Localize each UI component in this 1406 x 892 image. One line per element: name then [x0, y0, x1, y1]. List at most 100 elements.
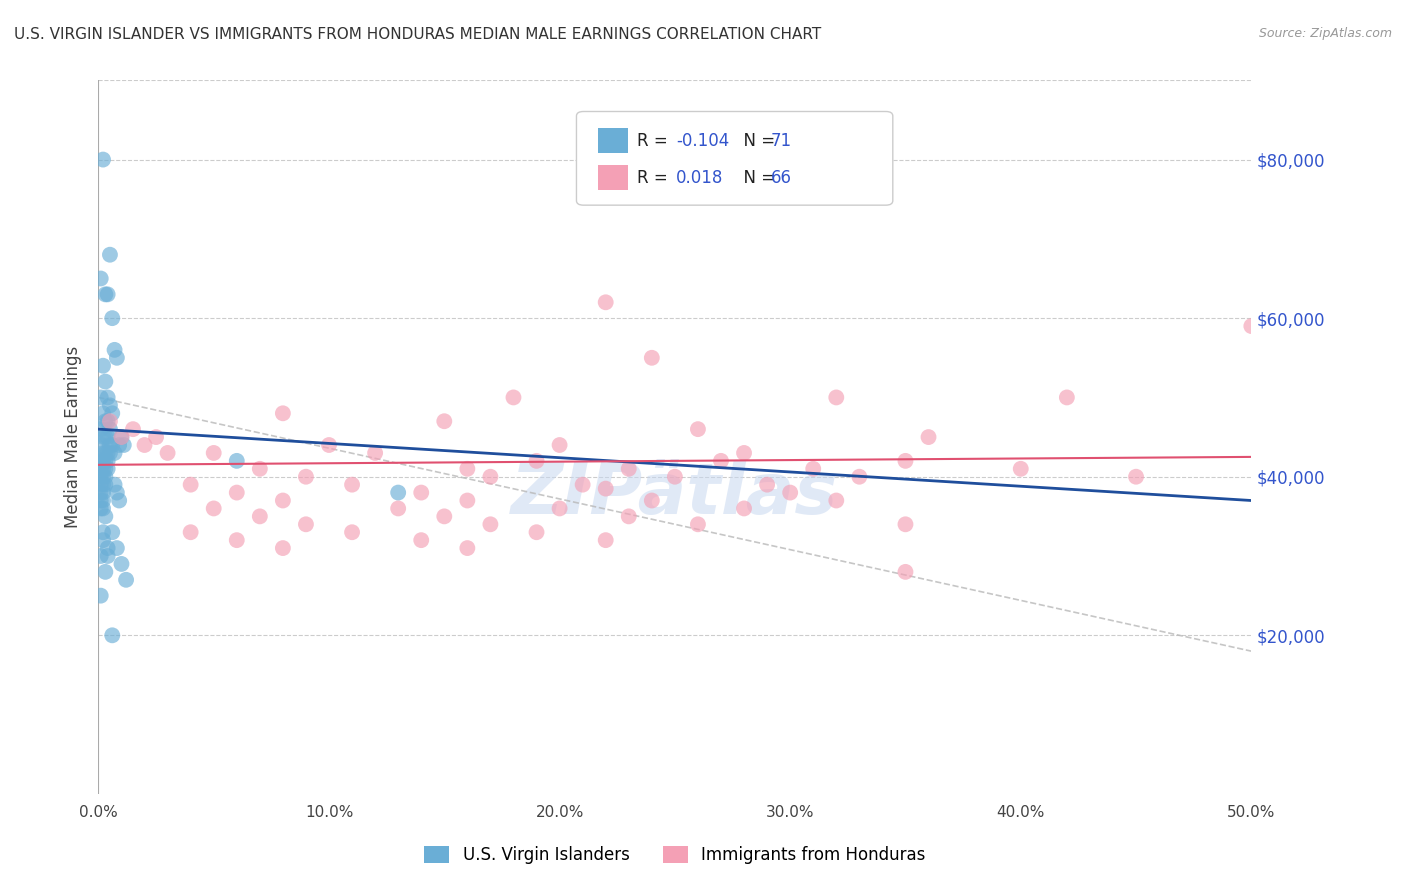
Y-axis label: Median Male Earnings: Median Male Earnings [65, 346, 83, 528]
Point [103, 343, 125, 357]
Text: 0.018: 0.018 [676, 169, 724, 186]
Point [456, 541, 478, 555]
Point [1056, 391, 1078, 405]
Point [295, 517, 318, 532]
Point [156, 446, 179, 460]
Point [90, 477, 112, 491]
Point [90, 438, 112, 452]
Point [97, 391, 120, 405]
Point [479, 517, 502, 532]
Point [110, 430, 132, 444]
Point [101, 628, 124, 642]
Point [686, 422, 709, 436]
Point [145, 430, 167, 444]
Point [97, 430, 120, 444]
Point [91, 493, 114, 508]
Point [94, 446, 117, 460]
Point [848, 469, 870, 483]
Point [502, 391, 524, 405]
Point [97, 462, 120, 476]
Point [456, 462, 478, 476]
Point [249, 462, 271, 476]
Point [411, 533, 433, 548]
Point [1125, 469, 1147, 483]
Point [91, 406, 114, 420]
Point [91, 359, 114, 373]
Point [91, 501, 114, 516]
Point [110, 430, 132, 444]
Text: R =: R = [637, 132, 673, 150]
Point [225, 454, 247, 468]
Point [202, 446, 225, 460]
Point [98, 422, 121, 436]
Point [91, 153, 114, 167]
Point [387, 485, 409, 500]
Point [97, 549, 120, 563]
Point [91, 469, 114, 483]
Point [271, 493, 294, 508]
Point [180, 477, 202, 491]
Point [433, 509, 456, 524]
Point [202, 501, 225, 516]
Point [664, 469, 686, 483]
Point [94, 565, 117, 579]
Point [825, 391, 848, 405]
Point [97, 454, 120, 468]
Point [98, 446, 121, 460]
Point [103, 477, 125, 491]
Point [90, 493, 112, 508]
Point [411, 485, 433, 500]
Point [90, 469, 112, 483]
Point [97, 414, 120, 428]
Point [456, 493, 478, 508]
Point [101, 438, 124, 452]
Point [94, 375, 117, 389]
Point [98, 414, 121, 428]
Point [91, 430, 114, 444]
Point [894, 454, 917, 468]
Point [526, 454, 548, 468]
Point [271, 541, 294, 555]
Text: U.S. VIRGIN ISLANDER VS IMMIGRANTS FROM HONDURAS MEDIAN MALE EARNINGS CORRELATIO: U.S. VIRGIN ISLANDER VS IMMIGRANTS FROM … [14, 27, 821, 42]
Point [641, 493, 664, 508]
Point [225, 485, 247, 500]
Point [98, 398, 121, 412]
Point [105, 485, 128, 500]
Text: R =: R = [637, 169, 678, 186]
Point [122, 422, 145, 436]
Point [94, 462, 117, 476]
Point [91, 454, 114, 468]
Point [433, 414, 456, 428]
Point [756, 477, 779, 491]
Point [91, 462, 114, 476]
Point [595, 533, 617, 548]
Point [779, 485, 801, 500]
Point [295, 469, 318, 483]
Point [98, 438, 121, 452]
Point [617, 509, 640, 524]
Point [94, 454, 117, 468]
Point [1010, 462, 1032, 476]
Point [91, 446, 114, 460]
Point [180, 525, 202, 540]
Point [595, 295, 617, 310]
Point [108, 493, 131, 508]
Point [101, 525, 124, 540]
Text: ZIPätlas: ZIPätlas [512, 459, 838, 529]
Point [94, 430, 117, 444]
Point [271, 406, 294, 420]
Point [526, 525, 548, 540]
Point [103, 446, 125, 460]
Point [733, 446, 755, 460]
Point [249, 509, 271, 524]
Point [595, 482, 617, 496]
Point [115, 573, 138, 587]
Point [548, 438, 571, 452]
Point [91, 525, 114, 540]
Point [225, 533, 247, 548]
Point [90, 589, 112, 603]
Point [90, 462, 112, 476]
Point [97, 541, 120, 555]
Point [94, 287, 117, 301]
Point [318, 438, 340, 452]
